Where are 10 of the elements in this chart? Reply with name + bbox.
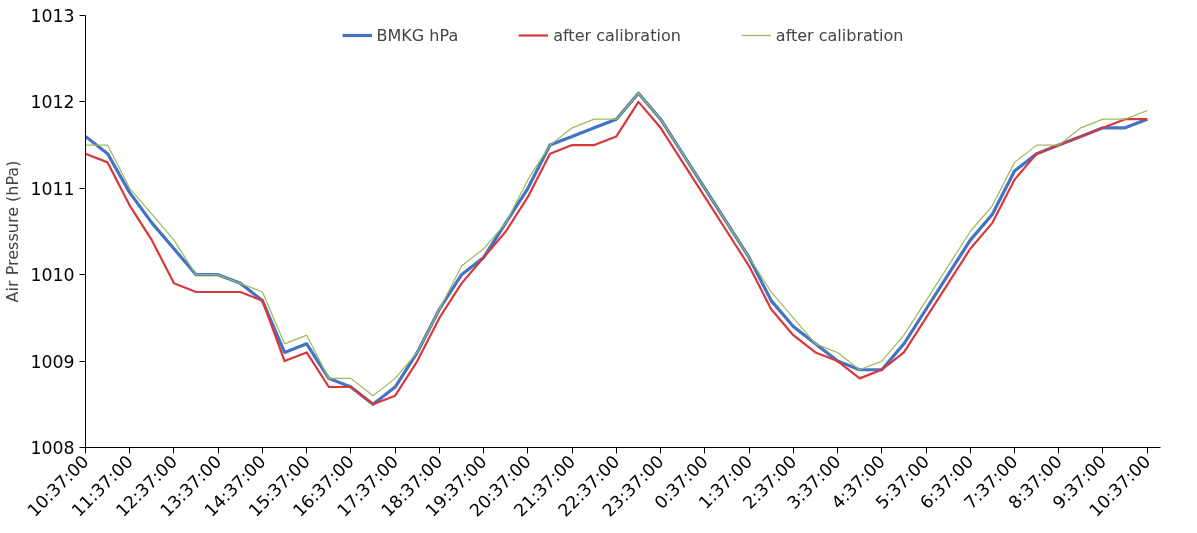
y-tick-label: 1013	[30, 6, 75, 26]
legend-label: after calibration	[553, 25, 681, 45]
legend-label: BMKG hPa	[376, 25, 459, 45]
y-tick-label: 1008	[30, 438, 75, 458]
y-tick-label: 1012	[30, 92, 75, 113]
y-tick-label: 1009	[30, 351, 75, 372]
y-axis-title: Air Pressure (hPa)	[3, 160, 23, 303]
y-tick-label: 1010	[30, 265, 75, 286]
legend-label: after calibration	[775, 25, 904, 45]
y-tick-label: 1011	[30, 178, 75, 199]
